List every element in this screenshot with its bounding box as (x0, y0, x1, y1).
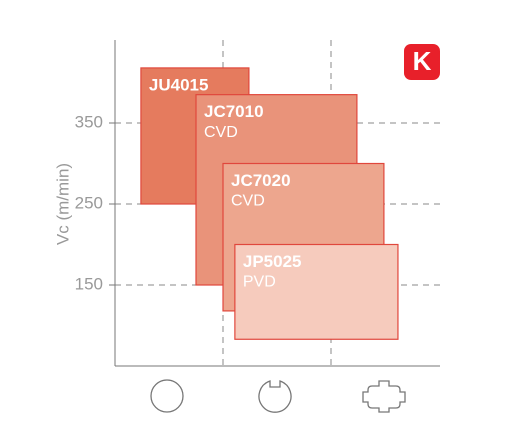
box-label: JC7020 (231, 171, 291, 190)
box-label: JU4015 (149, 75, 209, 94)
boxes: JU4015 JC7010 CVD JC7020 CVD JP5025 PVD (140, 67, 399, 340)
y-tick-label: 250 (75, 193, 103, 212)
box-coating: PVD (243, 274, 276, 291)
icon-complex (362, 380, 406, 413)
box-label: JC7010 (204, 102, 264, 121)
badge (404, 44, 440, 80)
box-coating: CVD (204, 124, 238, 141)
badge-text: K (413, 46, 432, 76)
range-box (234, 243, 399, 340)
box-label: JP5025 (243, 252, 302, 271)
y-axis-label: Vc (m/min) (53, 163, 72, 245)
icon-round (150, 379, 184, 413)
box-coating: CVD (231, 193, 265, 210)
icon-notched (258, 380, 292, 413)
y-tick-label: 150 (75, 274, 103, 293)
y-tick-label: 350 (75, 112, 103, 131)
